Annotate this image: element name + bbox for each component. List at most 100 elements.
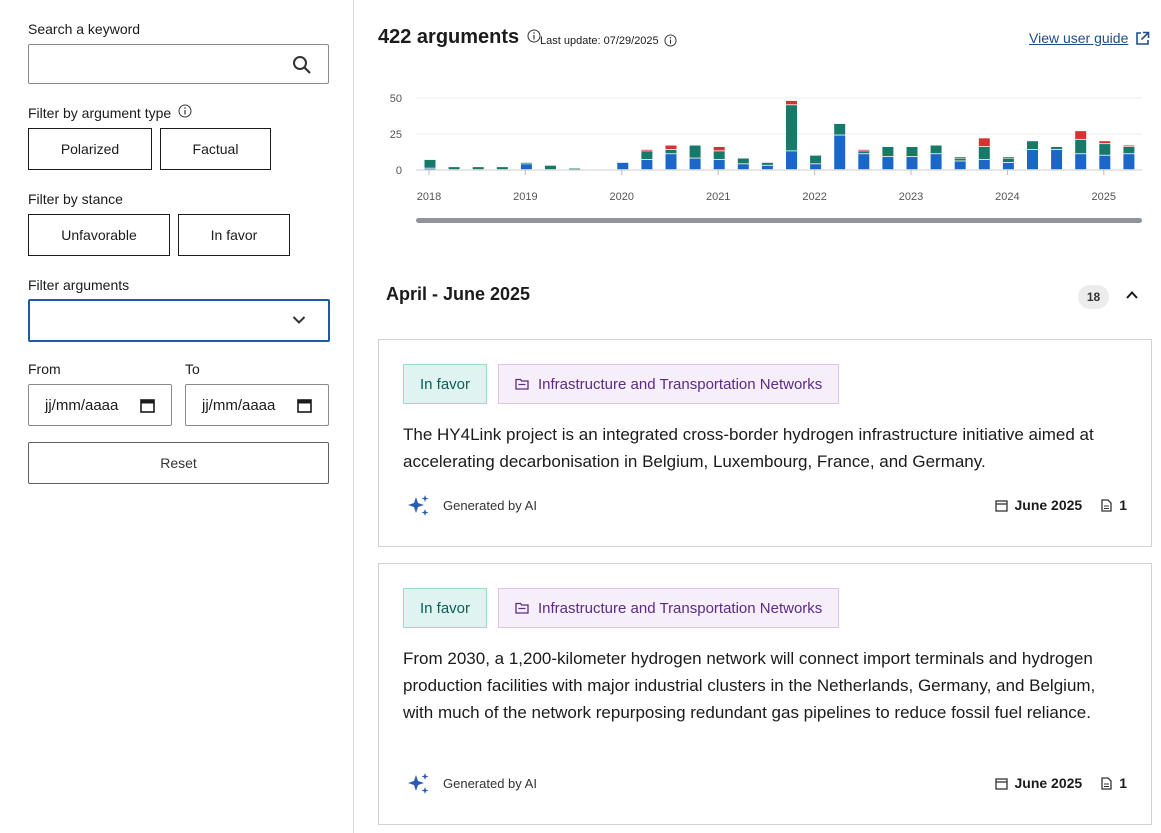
calendar-icon[interactable] [297,398,312,413]
card-meta: June 2025 1 [995,775,1127,791]
chart-range-scrollbar [416,218,1142,223]
filter-unfavorable-button[interactable]: Unfavorable [28,214,170,256]
x-tick-label: 2021 [706,191,730,203]
chart-bar-segment [858,154,870,170]
x-tick-label: 2023 [899,191,923,203]
ai-generated-label: Generated by AI [443,776,537,791]
chart-bar-segment [617,162,629,170]
info-icon[interactable] [178,104,192,118]
x-tick-label: 2024 [995,191,1019,203]
y-tick-label: 0 [396,165,402,177]
chart-bar-segment [786,100,797,105]
chart-bar-segment [834,123,846,135]
chart-bar-segment [978,159,990,170]
chart-bar-segment [930,145,942,154]
chart-bar-segment [858,151,870,154]
chart-bar-segment [1123,145,1135,147]
chart-bar-segment [1099,155,1111,170]
chart-bar-segment [1075,154,1087,170]
x-tick-label: 2019 [513,191,537,203]
search-icon[interactable] [292,55,312,75]
chart-bar-segment [954,157,966,158]
stance-tag: In favor [403,588,488,628]
chart-bar-segment [665,149,677,154]
chart-svg: 50 25 0 2018 2019 2020 2021 2022 2023 2024 2025 [390,93,1142,223]
card-sources-count: 1 [1119,497,1127,513]
chart-bar-segment [906,146,918,157]
chart-bar-segment [737,158,749,164]
chart-bar-segment [641,149,653,151]
x-tick-label: 2022 [802,191,826,203]
chart-bar-segment [761,165,773,170]
topic-tag-label: Infrastructure and Transportation Networ… [538,375,823,393]
chart-bar-segment [882,157,894,170]
chart-bar-segment [786,151,797,170]
topic-tag[interactable]: Infrastructure and Transportation Networ… [498,364,840,404]
chart-bar-segment [930,154,942,170]
argument-card[interactable]: In favor Infrastructure and Transportati… [378,563,1152,825]
to-date-input[interactable]: jj/mm/aaaa [185,384,329,426]
sparkle-icon [408,773,429,794]
chart-bar-segment [713,159,725,170]
chart-bar-segment [520,162,532,164]
chart-bar-segment [520,164,532,170]
arguments-count-text: 422 arguments [378,26,520,48]
document-icon [1101,498,1112,512]
chart-bar-segment [665,145,677,150]
chart-bar-segment [1099,144,1111,155]
argument-type-label-text: Filter by argument type [28,105,172,121]
section-title: April - June 2025 [386,284,531,304]
chart-bar-segment [786,105,797,151]
chart-bar-segment [713,146,725,151]
chevron-down-icon [292,316,306,324]
to-label: To [185,361,200,377]
info-icon[interactable] [527,29,541,43]
chart-bar-segment [1027,141,1038,150]
info-icon[interactable] [664,34,677,47]
chart-bar-segment [810,164,822,170]
argument-type-label: Filter by argument type [28,104,192,121]
chart-bar-segment [665,154,677,170]
chart-bar-segment [1027,149,1038,170]
y-tick-label: 25 [390,129,402,141]
reset-button[interactable]: Reset [28,442,329,484]
calendar-icon[interactable] [140,398,155,413]
chart-bar-segment [1002,162,1014,170]
search-input[interactable] [28,44,329,84]
argument-text: The HY4Link project is an integrated cro… [403,425,1094,471]
topic-tag[interactable]: Infrastructure and Transportation Networ… [498,588,840,628]
chart-bar-segment [1051,149,1063,170]
folder-icon [515,378,529,390]
chart-bar-segment [496,167,508,170]
card-date: June 2025 [1014,497,1083,513]
chart-bar-segment [1051,146,1063,150]
from-date-placeholder: jj/mm/aaaa [45,396,119,414]
chart-bar-segment [641,159,653,170]
chart-bar-segment [689,145,701,158]
from-date-input[interactable]: jj/mm/aaaa [28,384,172,426]
from-label: From [28,361,61,377]
ai-generated-label: Generated by AI [443,498,537,513]
last-update: Last update: 07/29/2025 [540,34,677,47]
chevron-up-icon[interactable] [1125,289,1139,301]
chart-bar-segment [1123,146,1135,154]
argument-card[interactable]: In favor Infrastructure and Transportati… [378,339,1152,547]
chart-bar-segment [978,146,990,160]
chart-bar-segment [689,158,701,170]
sparkle-icon [408,495,429,516]
chart-bar-segment [978,138,990,147]
filter-factual-button[interactable]: Factual [160,128,271,170]
filter-arguments-select[interactable] [28,299,330,342]
stance-label: Filter by stance [28,191,123,207]
arguments-timeline-chart: 50 25 0 2018 2019 2020 2021 2022 2023 2024 2025 [378,82,1148,232]
filter-in-favor-button[interactable]: In favor [178,214,290,256]
x-tick-label: 2020 [610,191,634,203]
filter-polarized-button[interactable]: Polarized [28,128,152,170]
user-guide-link[interactable]: View user guide [1029,30,1129,46]
section-count-badge: 18 [1078,285,1109,309]
external-link-icon[interactable] [1135,31,1150,46]
chart-bar-segment [713,151,725,160]
x-tick-label: 2018 [417,191,441,203]
filter-arguments-label: Filter arguments [28,277,130,293]
chart-bar-segment [641,151,653,160]
